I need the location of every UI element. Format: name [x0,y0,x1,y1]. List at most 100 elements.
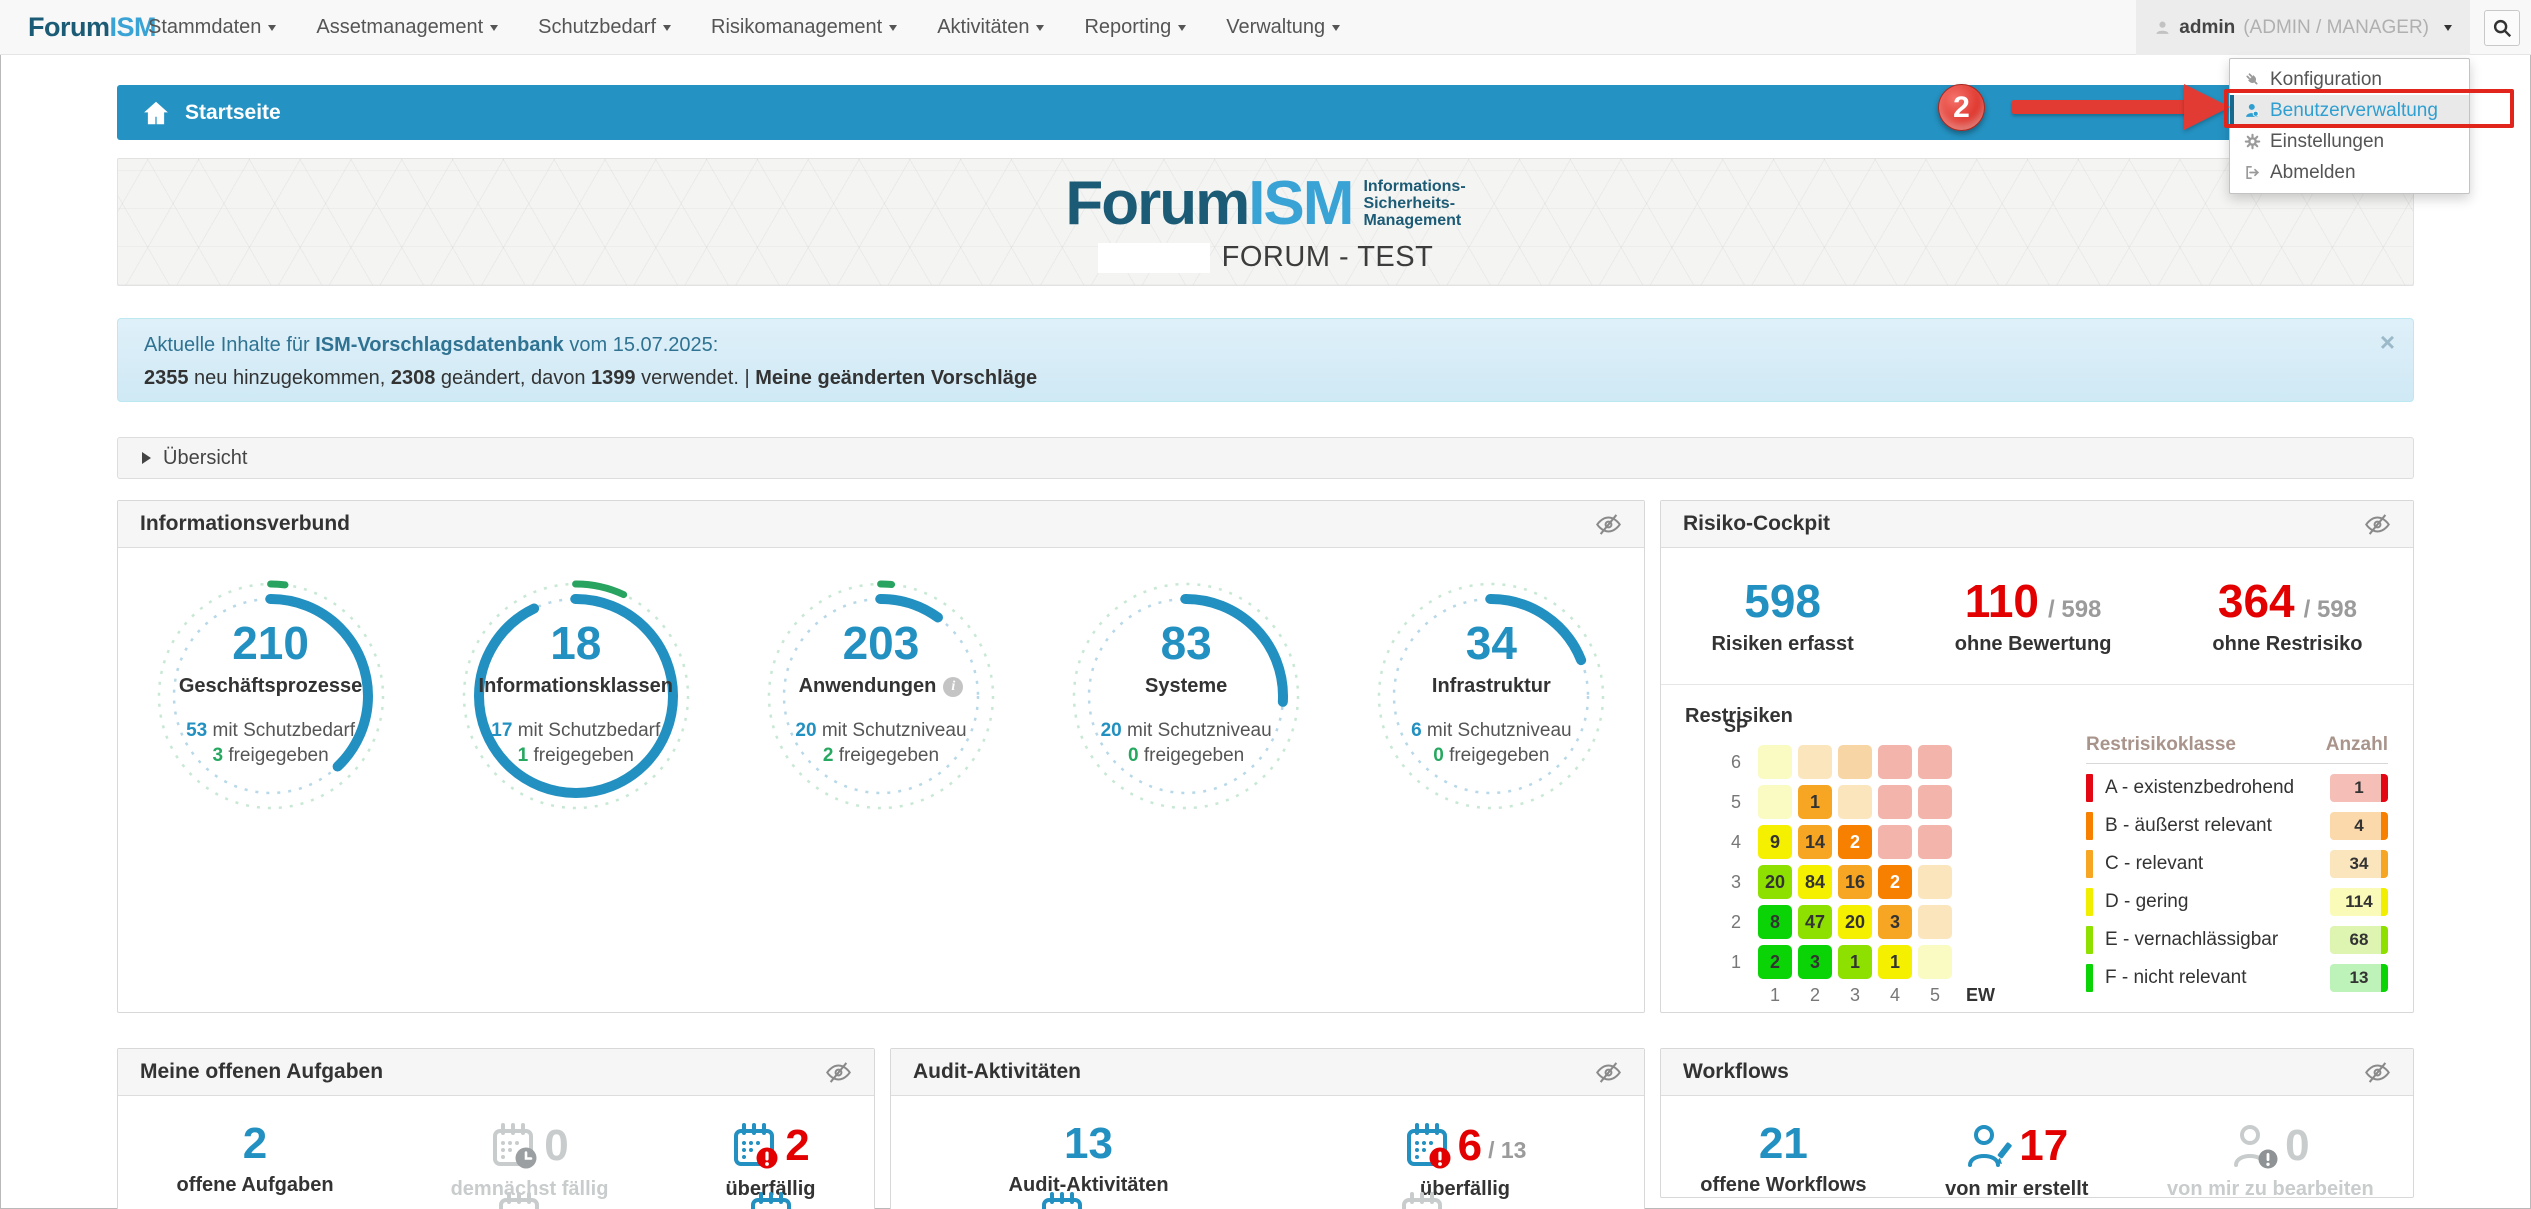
banner-line1: Aktuelle Inhalte für ISM-Vorschlagsdaten… [144,334,719,356]
stat-ohne-restrisiko[interactable]: 364/ 598 ohne Restrisiko [2212,575,2363,655]
info-icon[interactable]: i [943,676,964,697]
menu-stammdaten[interactable]: Stammdaten [148,16,277,39]
calendar-alert-icon [1406,1123,1451,1169]
matrix-cell [1838,785,1872,819]
menu-reporting[interactable]: Reporting [1084,16,1187,39]
matrix-cell [1918,905,1952,939]
audit-panel: Audit-Aktivitäten 13 Audit-Aktivitäten 6… [890,1048,1645,1209]
stat-audit-aktivitaeten[interactable]: 13 Audit-Aktivitäten [1008,1119,1169,1197]
circle-geschaeftsprozesse[interactable]: 210 Geschäftsprozesse 53 mit Schutzbedar… [146,574,396,818]
search-button[interactable] [2484,10,2520,46]
matrix-row: 6 [1723,745,1995,779]
vorschlagsdatenbank-link[interactable]: ISM-Vorschlagsdatenbank [315,334,564,356]
matrix-cell: 14 [1798,825,1832,859]
matrix-cell: 9 [1758,825,1792,859]
circle-systeme[interactable]: 83 Systeme 20 mit Schutzniveau 0 freigeg… [1061,574,1311,818]
panel-header: Meine offenen Aufgaben [118,1049,874,1096]
aufgaben-panel: Meine offenen Aufgaben 2 offene Aufgaben… [117,1048,875,1209]
panel-header: Workflows [1661,1049,2413,1096]
menu-schutzbedarf[interactable]: Schutzbedarf [538,16,672,39]
eye-slash-icon[interactable] [1595,1059,1622,1086]
chevron-down-icon [663,24,672,31]
matrix-cell [1918,865,1952,899]
circle-anwendungen[interactable]: 203 Anwendungen i 20 mit Schutzniveau 2 f… [756,574,1006,818]
legend-row: B - äußerst relevant 4 [2086,807,2388,845]
asset-circles: 210 Geschäftsprozesse 53 mit Schutzbedar… [118,548,1644,818]
menu-item-konfiguration[interactable]: Konfiguration [2230,64,2469,95]
matrix-cell: 3 [1798,945,1832,979]
news-banner: Aktuelle Inhalte für ISM-Vorschlagsdaten… [117,318,2414,402]
informationsverbund-panel: Informationsverbund 210 Geschäftsprozess… [117,500,1645,1013]
banner-line2: 2355 neu hinzugekommen, 2308 geändert, d… [144,367,1038,389]
menu-verwaltung[interactable]: Verwaltung [1226,16,1341,39]
brand-main: Forum [28,12,110,42]
matrix-cell [1838,745,1872,779]
username: admin [2179,16,2236,38]
plug-icon [2246,73,2258,85]
cutoff-calendar-icon [499,1192,539,1209]
chevron-down-icon [2444,24,2452,31]
brand-logo[interactable]: Forum ISM [28,0,157,55]
breadcrumb-label[interactable]: Startseite [185,100,281,124]
environment-label: FORUM - TEST [1221,241,1434,273]
uebersicht-toggle[interactable]: Übersicht [117,437,2414,479]
search-icon [2493,19,2512,38]
y-axis-label: SP [1723,716,1748,736]
risk-stats: 598 Risiken erfasst 110/ 598 ohne Bewert… [1661,548,2413,656]
user-menu-toggle[interactable]: admin (ADMIN / MANAGER) [2136,0,2470,55]
stat-von-mir-erstellt[interactable]: 17 von mir erstellt [1945,1121,2089,1201]
matrix-cell [1918,745,1952,779]
matrix-cell: 8 [1758,905,1792,939]
chevron-down-icon [268,24,277,31]
matrix-cell: 2 [1758,945,1792,979]
menu-risikomanagement[interactable]: Risikomanagement [711,16,898,39]
matrix-row-label: 5 [1730,791,1741,812]
stat-ueberfaellig[interactable]: 2 überfällig [725,1121,816,1200]
circle-informationsklassen[interactable]: 18 Informationsklassen 17 mit Schutzbeda… [451,574,701,818]
close-icon[interactable]: × [2379,327,2395,357]
legend-row: C - relevant 34 [2086,845,2388,883]
matrix-row-label: 6 [1730,751,1741,772]
menu-item-benutzerverwaltung[interactable]: Benutzerverwaltung [2230,95,2469,126]
eye-slash-icon[interactable] [1595,511,1622,538]
person-edit-icon [1968,1125,2012,1167]
matrix-cell: 20 [1758,865,1792,899]
menu-aktivitaeten[interactable]: Aktivitäten [937,16,1045,39]
changed-suggestions-link[interactable]: Meine geänderten Vorschläge [755,367,1038,389]
gear-icon [2244,133,2261,150]
matrix-cell: 16 [1838,865,1872,899]
stat-von-mir-zu-bearbeiten[interactable]: 0 von mir zu bearbeiten [2166,1121,2374,1201]
panel-title: Audit-Aktivitäten [913,1060,1081,1083]
chevron-down-icon [1332,24,1341,31]
circle-infrastruktur[interactable]: 34 Infrastruktur 6 mit Schutzniveau 0 fr… [1366,574,1616,818]
hero-banner: ForumISM Informations- Sicherheits- Mana… [117,158,2414,286]
matrix-cell [1918,945,1952,979]
stat-risiken-erfasst[interactable]: 598 Risiken erfasst [1711,575,1854,655]
panel-title: Informationsverbund [140,512,351,535]
eye-slash-icon[interactable] [825,1059,852,1086]
divider [1661,684,2413,685]
eye-slash-icon[interactable] [2364,511,2391,538]
stat-offene-workflows[interactable]: 21 offene Workflows [1700,1119,1867,1197]
eye-slash-icon[interactable] [2364,1059,2391,1086]
stat-demnaechst-faellig[interactable]: 0 demnächst fällig [450,1121,609,1200]
matrix-row: 2 8 47 20 3 [1723,905,1995,939]
restrisikoklasse-legend: Restrisikoklasse Anzahl A - existenzbedr… [2086,734,2388,997]
panel-header: Informationsverbund [118,501,1644,548]
stat-ohne-bewertung[interactable]: 110/ 598 ohne Bewertung [1954,575,2112,655]
matrix-cell [1758,745,1792,779]
home-icon[interactable] [141,98,171,128]
panel-header: Audit-Aktivitäten [891,1049,1644,1096]
matrix-col-label: 4 [1889,985,1900,1005]
cutoff-calendar-icon [1042,1192,1082,1209]
stat-offene-aufgaben[interactable]: 2 offene Aufgaben [176,1119,334,1197]
stat-audit-ueberfaellig[interactable]: 6 / 13 überfällig [1404,1122,1526,1201]
person-icon [2156,21,2169,34]
matrix-cell [1878,825,1912,859]
chevron-down-icon [1036,24,1045,31]
menu-item-einstellungen[interactable]: Einstellungen [2230,126,2469,157]
menu-item-abmelden[interactable]: Abmelden [2230,157,2469,188]
menu-assetmanagement[interactable]: Assetmanagement [316,16,499,39]
